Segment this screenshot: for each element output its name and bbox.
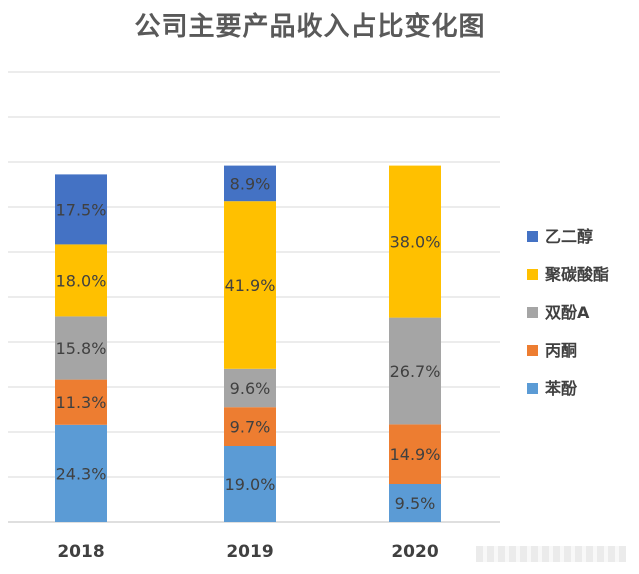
legend-swatch xyxy=(527,345,538,356)
legend-swatch xyxy=(527,231,538,242)
legend-label: 聚碳酸酯 xyxy=(544,265,609,284)
x-tick-label: 2019 xyxy=(226,542,273,562)
bar-segment xyxy=(55,316,107,380)
legend-label: 乙二醇 xyxy=(545,227,593,246)
data-label: 15.8% xyxy=(56,339,107,358)
legend-swatch xyxy=(527,269,538,280)
bar-segment xyxy=(224,201,276,369)
x-tick-label: 2020 xyxy=(391,542,438,562)
bar-segment xyxy=(224,407,276,446)
bar-stack-2019: 19.0% 9.7% 9.6% 41.9% 8.9% xyxy=(224,165,276,522)
bar-segment xyxy=(389,424,441,484)
data-label: 9.5% xyxy=(395,494,436,513)
data-label: 9.6% xyxy=(230,379,271,398)
data-label: 41.9% xyxy=(225,276,276,295)
data-label: 24.3% xyxy=(56,464,107,483)
legend-swatch xyxy=(527,383,538,394)
x-tick-label: 2018 xyxy=(57,542,104,562)
bar-stack-2018: 24.3% 11.3% 15.8% 18.0% 17.5% xyxy=(55,174,107,522)
bar-segment xyxy=(55,424,107,522)
bar-segment xyxy=(224,165,276,202)
data-label: 26.7% xyxy=(390,362,441,381)
legend-label: 苯酚 xyxy=(544,379,578,398)
bar-segment xyxy=(55,379,107,425)
data-label: 11.3% xyxy=(56,393,107,412)
data-label: 9.7% xyxy=(230,418,271,437)
data-label: 18.0% xyxy=(56,271,107,290)
watermark-blur xyxy=(476,546,626,562)
bar-segment xyxy=(55,244,107,317)
bar-segment xyxy=(55,174,107,245)
chart-title: 公司主要产品收入占比变化图 xyxy=(134,12,486,42)
data-label: 38.0% xyxy=(390,233,441,252)
bar-segment xyxy=(224,368,276,408)
bar-stack-2020: 9.5% 14.9% 26.7% 38.0% xyxy=(389,165,441,522)
legend-swatch xyxy=(527,307,538,318)
legend-label: 丙酮 xyxy=(545,341,577,360)
bar-segment xyxy=(224,446,276,522)
legend-label: 双酚A xyxy=(545,303,590,322)
data-label: 8.9% xyxy=(230,174,271,193)
bar-segment xyxy=(389,165,441,318)
bar-segment xyxy=(389,317,441,425)
data-label: 19.0% xyxy=(225,475,276,494)
data-label: 17.5% xyxy=(56,200,107,219)
bar-segment xyxy=(389,484,441,522)
data-label: 14.9% xyxy=(390,445,441,464)
